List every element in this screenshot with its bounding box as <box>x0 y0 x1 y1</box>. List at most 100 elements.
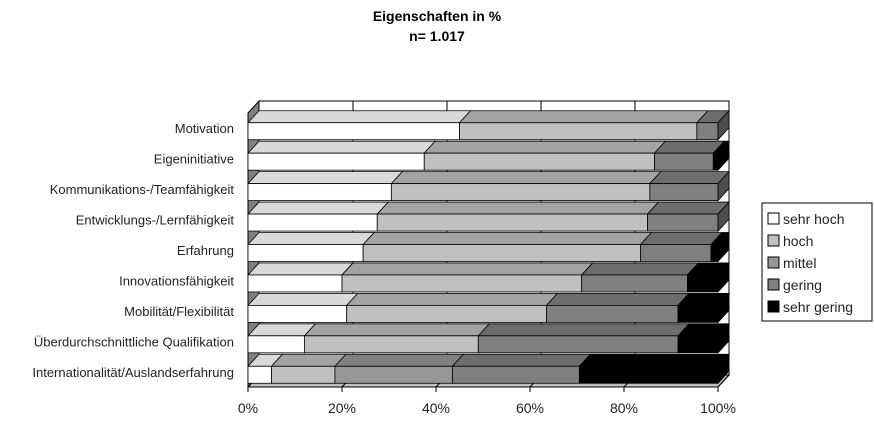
bar-segment <box>646 201 730 232</box>
bar-segment <box>578 353 730 384</box>
bar-top-face <box>341 262 594 276</box>
bar-segment <box>686 262 730 293</box>
bar-front-face <box>362 244 641 262</box>
bar-segment <box>247 201 390 232</box>
bar-top-face <box>390 171 662 185</box>
bar-top-face <box>247 232 376 245</box>
bar-top-face <box>648 171 730 185</box>
bar-front-face <box>390 183 651 202</box>
bar-segment <box>334 353 465 384</box>
bar-front-face <box>578 365 719 384</box>
bar-front-face <box>477 335 679 354</box>
bar-front-face <box>341 274 583 293</box>
bar-top-face <box>423 140 667 154</box>
bar-segment <box>376 201 660 232</box>
bar-top-face <box>646 201 730 215</box>
bar-top-face <box>639 232 723 245</box>
bar-segment <box>247 171 404 202</box>
legend-label: hoch <box>783 233 813 249</box>
bar-front-face <box>712 152 719 171</box>
bar-segment <box>390 171 662 202</box>
bar-front-face <box>647 213 719 232</box>
bar-top-face <box>247 262 354 276</box>
bar-front-face <box>303 335 479 354</box>
bar-front-face <box>247 244 364 262</box>
bar-segment <box>247 232 376 262</box>
bar-segment <box>303 323 491 354</box>
category-label: Eigeninitiative <box>154 152 234 167</box>
bar-front-face <box>247 122 460 141</box>
bar-front-face <box>423 152 655 171</box>
legend-swatch <box>767 234 780 247</box>
bar-front-face <box>376 213 648 232</box>
category-label: Internationalität/Auslandserfahrung <box>32 365 234 380</box>
bar-front-face <box>581 274 688 293</box>
bar-front-face <box>271 365 336 384</box>
legend-label: mittel <box>783 255 816 271</box>
x-tick-label: 20% <box>328 400 356 416</box>
x-tick-label: 60% <box>516 400 544 416</box>
legend-box <box>761 202 873 322</box>
bar-end-face <box>717 353 730 385</box>
category-label: Innovationsfähigkeit <box>119 273 234 288</box>
bar-top-face <box>345 292 559 306</box>
bar-front-face <box>649 183 719 202</box>
category-label: Überdurchschnittliche Qualifikation <box>34 334 234 349</box>
chart-subtitle: n= 1.017 <box>409 28 465 44</box>
bar-segment <box>247 262 354 293</box>
bar-segment <box>677 292 730 323</box>
x-tick-label: 100% <box>700 400 736 416</box>
x-axis-ticks: 0% 20% 40% 60% 80% 100% <box>238 400 736 416</box>
bar-top-face <box>334 353 465 367</box>
bar-top-face <box>270 353 347 367</box>
category-label: Kommunikations-/Teamfähigkeit <box>50 182 235 197</box>
bar-top-face <box>451 353 592 367</box>
bar-segment <box>648 171 730 202</box>
bar-end-face <box>717 170 730 202</box>
bar-front-face <box>677 304 719 323</box>
bar-top-face <box>247 323 317 337</box>
bar-end-face <box>717 292 730 324</box>
bar-end-face <box>717 140 730 172</box>
bar-top-face <box>247 110 472 124</box>
bar-segment <box>247 323 317 354</box>
bar-front-face <box>247 152 425 171</box>
bar-top-face <box>362 232 653 245</box>
x-tick-label: 40% <box>422 400 450 416</box>
bar-top-face <box>376 201 660 215</box>
bar-segment <box>580 262 700 293</box>
bar-top-face <box>458 110 709 124</box>
bar-front-face <box>710 244 719 262</box>
bar-front-face <box>459 122 698 141</box>
bar-segment <box>451 353 592 384</box>
bar-front-face <box>546 304 679 323</box>
bar-end-face <box>717 109 730 141</box>
bar-segment <box>653 140 726 171</box>
bar-segment <box>639 232 723 262</box>
bar-front-face <box>247 304 348 323</box>
bar-segment <box>458 110 709 141</box>
bar-end-face <box>717 231 730 263</box>
floor-gridline <box>717 374 730 388</box>
bar-segment <box>677 323 730 354</box>
category-label: Motivation <box>175 121 234 136</box>
bar-front-face <box>247 335 305 354</box>
bar-segment <box>345 292 559 323</box>
bar-segment <box>247 292 359 323</box>
category-label: Mobilität/Flexibilität <box>124 304 234 319</box>
legend-swatch <box>767 278 780 291</box>
legend-label: sehr hoch <box>783 211 844 227</box>
bar-top-face <box>247 292 359 306</box>
legend-swatch <box>767 256 780 269</box>
bar-front-face <box>677 335 719 354</box>
bar-top-face <box>247 140 437 154</box>
legend-swatch <box>767 212 780 225</box>
category-label: Entwicklungs-/Lernfähigkeit <box>76 213 235 228</box>
bar-segment <box>423 140 667 171</box>
bar-front-face <box>452 365 580 384</box>
bar-top-face <box>477 323 690 337</box>
bar-end-face <box>717 261 730 293</box>
bar-segment <box>341 262 594 293</box>
chart-title-block: Eigenschaften in % n= 1.017 <box>0 6 874 46</box>
